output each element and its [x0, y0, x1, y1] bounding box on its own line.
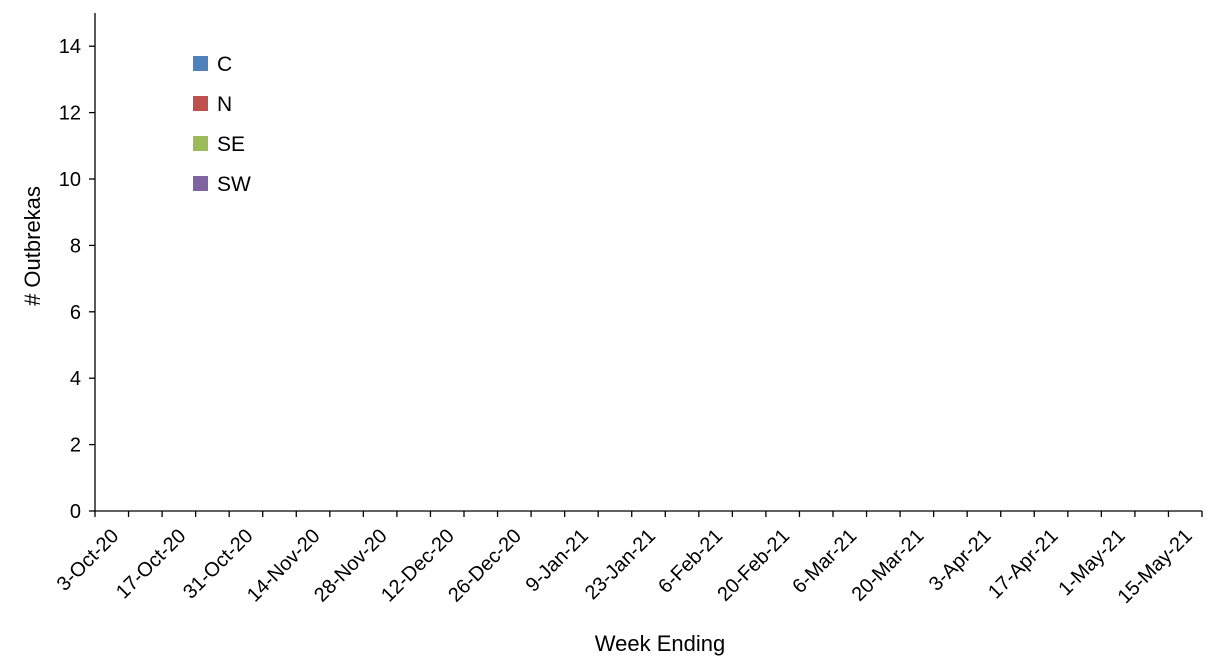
y-tick-label: 8 — [70, 235, 81, 257]
y-tick-label: 6 — [70, 302, 81, 324]
x-tick-label: 20-Mar-21 — [848, 525, 929, 606]
x-tick-label: 23-Jan-21 — [581, 525, 660, 604]
legend-label: N — [217, 93, 232, 116]
y-tick-label: 4 — [70, 368, 81, 390]
y-tick-label: 12 — [59, 103, 81, 125]
legend-label: C — [217, 53, 232, 76]
x-ticks: 3-Oct-2017-Oct-2031-Oct-2014-Nov-2028-No… — [53, 511, 1203, 608]
x-axis-title: Week Ending — [595, 631, 725, 656]
x-tick-label: 26-Dec-20 — [444, 525, 526, 607]
legend-label: SE — [217, 133, 245, 156]
y-tick-label: 14 — [59, 36, 81, 58]
x-tick-label: 3-Oct-20 — [53, 525, 124, 596]
y-tick-label: 10 — [59, 169, 81, 191]
legend-label: SW — [217, 173, 251, 196]
legend-swatch — [193, 96, 208, 111]
x-tick-label: 9-Jan-21 — [522, 525, 593, 596]
legend-swatch — [193, 176, 208, 191]
legend: CN SE SW — [193, 53, 251, 196]
y-tick-label: 2 — [70, 435, 81, 457]
legend-swatch — [193, 56, 208, 71]
x-tick-label: 20-Feb-21 — [713, 525, 794, 606]
x-tick-label: 17-Oct-20 — [112, 525, 190, 603]
x-tick-label: 17-Apr-21 — [984, 525, 1062, 603]
y-axis-title: # Outbrekas — [20, 186, 45, 306]
legend-swatch — [193, 136, 208, 151]
y-tick-label: 0 — [70, 501, 81, 523]
x-tick-label: 3-Apr-21 — [925, 525, 996, 596]
y-ticks: 0 2 4 6 8 10 12 14 — [59, 36, 95, 523]
